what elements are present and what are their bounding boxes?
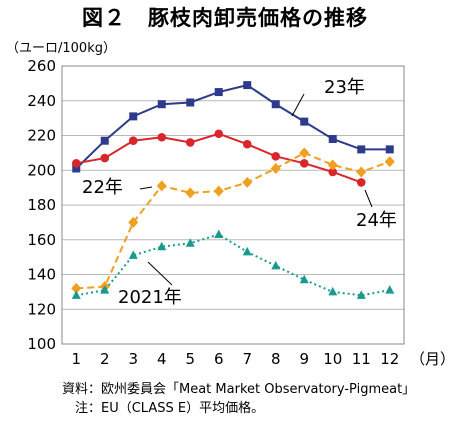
x-tick-label: 4	[157, 350, 167, 368]
y-tick-label: 260	[27, 57, 56, 75]
grid-layer	[61, 65, 405, 345]
y-axis-unit-label: （ユーロ/100kg）	[6, 41, 116, 56]
x-tick-label: 9	[299, 350, 309, 368]
data-point	[385, 285, 395, 294]
data-point	[72, 164, 81, 173]
series-label: 24年	[356, 210, 397, 231]
chart-title: 図２ 豚枝肉卸売価格の推移	[82, 6, 368, 30]
y-tick-label: 100	[27, 335, 56, 353]
data-point	[356, 166, 367, 178]
data-point	[242, 176, 253, 188]
data-point	[185, 138, 195, 147]
data-point	[100, 153, 110, 163]
data-point	[185, 187, 196, 199]
data-point	[384, 156, 395, 168]
data-point	[242, 246, 252, 256]
data-point	[385, 145, 394, 154]
data-point	[128, 250, 138, 259]
data-point	[186, 98, 195, 107]
x-tick-label: 12	[380, 350, 399, 368]
x-tick-label: 11	[352, 350, 371, 368]
x-tick-label: 6	[214, 350, 224, 368]
data-point	[71, 159, 81, 168]
data-point	[327, 159, 338, 171]
data-point	[214, 88, 223, 97]
y-tick-label: 200	[27, 161, 56, 179]
x-tick-label: 10	[323, 350, 342, 368]
y-tick-label: 180	[27, 196, 56, 214]
series-line	[76, 151, 391, 290]
series-leader-line	[147, 261, 173, 286]
data-point	[328, 134, 337, 143]
data-point	[300, 117, 309, 126]
data-point	[356, 178, 366, 187]
y-tick-label: 240	[27, 92, 56, 110]
data-point	[214, 229, 224, 239]
x-tick-label: 3	[128, 350, 138, 368]
series-line	[76, 233, 390, 297]
data-point	[156, 180, 167, 192]
x-tick-label: 1	[71, 350, 81, 368]
footnotes: 資料：欧州委員会「Meat Market Observatory-Pigmeat…	[62, 380, 415, 418]
x-axis-unit-label: （月）	[410, 350, 450, 368]
data-point	[129, 112, 138, 121]
data-point	[299, 147, 310, 159]
series-layer	[71, 81, 395, 299]
x-tick-label: 2	[100, 350, 110, 368]
data-point	[271, 260, 281, 270]
series-leader-line	[291, 93, 305, 117]
data-point	[157, 241, 167, 251]
data-point	[100, 285, 110, 294]
plot-frame	[61, 65, 405, 345]
data-point	[270, 163, 281, 175]
x-tick-label: 8	[271, 350, 281, 368]
data-point	[213, 185, 224, 197]
x-tick-label: 7	[242, 350, 252, 368]
data-point	[271, 100, 280, 109]
y-tick-label: 160	[27, 231, 56, 249]
series-leader-line	[139, 186, 153, 190]
data-point	[242, 139, 252, 149]
data-point	[328, 167, 338, 177]
data-point	[271, 152, 281, 161]
series-leader-line	[364, 189, 373, 208]
source-note: 資料：欧州委員会「Meat Market Observatory-Pigmeat…	[62, 382, 416, 397]
data-point	[71, 290, 81, 299]
series-label: 23年	[324, 77, 365, 98]
data-point	[100, 136, 109, 145]
series-label: 22年	[82, 177, 123, 198]
x-tick-label: 5	[185, 350, 195, 368]
data-point	[357, 145, 366, 154]
y-tick-label: 140	[27, 266, 56, 284]
series-label: 2021年	[118, 287, 182, 308]
data-point	[71, 282, 82, 294]
explanatory-note: 注：EU（CLASS E）平均価格。	[62, 401, 265, 416]
data-point	[128, 136, 138, 146]
y-tick-label: 220	[27, 127, 56, 145]
data-point	[328, 286, 338, 296]
data-point	[157, 100, 166, 109]
data-point	[185, 238, 195, 247]
data-point	[299, 274, 309, 284]
data-point	[356, 290, 366, 299]
y-tick-label: 120	[27, 300, 56, 318]
data-point	[214, 129, 224, 139]
data-point	[299, 159, 309, 168]
data-point	[157, 132, 167, 142]
data-point	[128, 216, 139, 228]
data-point	[243, 81, 252, 90]
series-line	[75, 84, 390, 170]
